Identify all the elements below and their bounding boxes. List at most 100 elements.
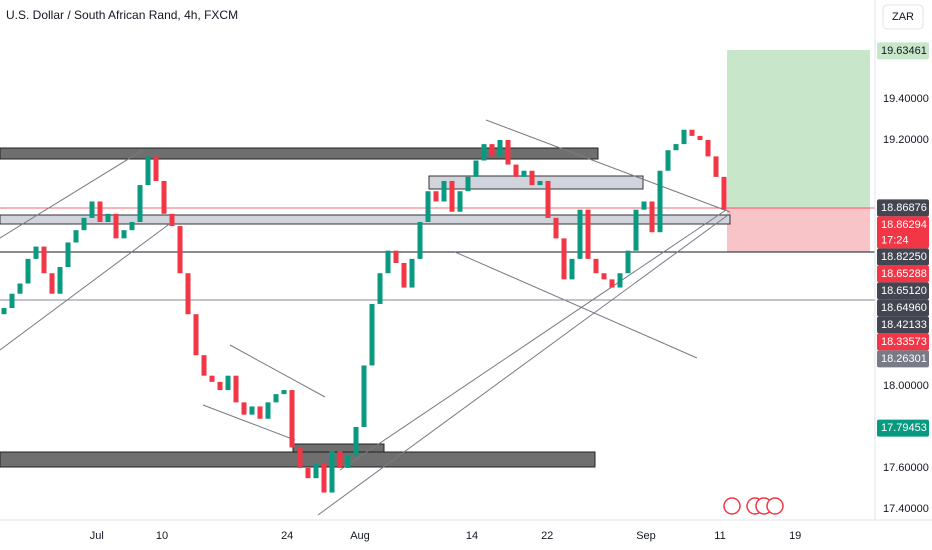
y-tick-label: 17.60000 (883, 462, 929, 474)
candle-body (329, 451, 335, 493)
candle-body (489, 144, 495, 157)
candle-body (553, 217, 559, 239)
event-icons (723, 497, 784, 515)
candle-body (257, 406, 263, 419)
chart-title: U.S. Dollar / South African Rand, 4h, FX… (6, 8, 238, 22)
currency-label[interactable]: ZAR (892, 11, 914, 23)
x-tick-label: Jul (90, 530, 104, 542)
trend-line (317, 214, 729, 516)
candle-body (481, 144, 487, 161)
x-tick-label: 10 (156, 530, 168, 542)
candle-body (273, 394, 279, 403)
candle-body (625, 250, 631, 274)
candle-body (529, 170, 535, 186)
event-icon[interactable] (766, 497, 784, 515)
price-label: 19.63461 (881, 45, 927, 57)
candle-body (537, 180, 543, 186)
candle-body (345, 455, 351, 468)
trend-line (202, 404, 296, 441)
x-tick-label: 19 (789, 530, 801, 542)
candle-body (249, 406, 255, 415)
price-label: 18.82250 (881, 251, 927, 263)
trend-line (229, 344, 326, 398)
candle-body (385, 250, 391, 274)
candle-body (217, 381, 223, 391)
candle-body (497, 139, 503, 157)
price-label: 18.42133 (881, 319, 927, 331)
x-tick-label: Sep (636, 530, 656, 542)
candle-body (73, 230, 79, 243)
candle-body (97, 201, 103, 222)
candle-body (545, 180, 551, 218)
candle-body (17, 283, 23, 294)
candle-body (521, 170, 527, 177)
candle-body (225, 375, 231, 391)
candle-body (81, 217, 87, 231)
candles (1, 129, 727, 493)
trend-line (339, 209, 727, 471)
candle-body (441, 180, 447, 202)
candle-body (609, 279, 615, 288)
candle-body (201, 355, 207, 376)
candle-body (145, 156, 151, 186)
price-label: 18.86876 (881, 202, 927, 214)
price-timer: 17:24 (881, 234, 909, 246)
y-tick-label: 19.20000 (883, 134, 929, 146)
candle-body (41, 246, 47, 274)
candle-body (721, 176, 727, 210)
candle-body (265, 402, 271, 419)
price-label: 18.86294 (881, 219, 927, 231)
candle-body (369, 303, 375, 366)
candle-body (177, 226, 183, 274)
candle-body (585, 209, 591, 259)
price-label: 18.64960 (881, 302, 927, 314)
candle-body (281, 390, 287, 395)
candle-body (473, 160, 479, 177)
price-label: 17.79453 (881, 422, 927, 434)
candle-body (113, 213, 119, 239)
price-label-bg (877, 350, 929, 368)
price-label: 18.33573 (881, 336, 927, 348)
candle-body (193, 314, 199, 356)
price-label-bg (877, 248, 929, 266)
candle-body (705, 139, 711, 157)
candle-body (9, 293, 15, 309)
price-label-bg (877, 333, 929, 351)
candle-body (465, 176, 471, 192)
candle-body (57, 267, 63, 294)
trend-line (0, 149, 144, 239)
candle-body (105, 213, 111, 222)
candle-body (353, 426, 359, 456)
trend-line (0, 221, 173, 351)
candle-body (593, 258, 599, 274)
zone-box (0, 147, 599, 160)
y-tick-label: 18.00000 (883, 380, 929, 392)
candle-body (1, 308, 7, 315)
candle-body (241, 402, 247, 415)
candle-body (617, 273, 623, 288)
trend-line (485, 119, 731, 213)
candle-body (505, 139, 511, 165)
candle-body (697, 135, 703, 140)
candle-body (137, 185, 143, 222)
candle-body (689, 129, 695, 136)
candle-body (49, 273, 55, 294)
candle-body (601, 273, 607, 280)
currency-button[interactable] (882, 4, 924, 30)
target-zone (727, 50, 870, 208)
candle-body (313, 463, 319, 479)
price-label-bg (877, 42, 929, 60)
event-icon[interactable] (723, 497, 741, 515)
price-label-bg (877, 216, 929, 249)
price-label-bg (877, 199, 929, 217)
candle-body (681, 129, 687, 145)
price-label-bg (877, 299, 929, 317)
price-label-bg (877, 316, 929, 334)
price-label-bg (877, 265, 929, 283)
price-label: 18.65120 (881, 285, 927, 297)
stop-zone (727, 208, 870, 252)
candle-body (401, 262, 407, 288)
candle-body (673, 144, 679, 151)
drawings (0, 50, 875, 516)
